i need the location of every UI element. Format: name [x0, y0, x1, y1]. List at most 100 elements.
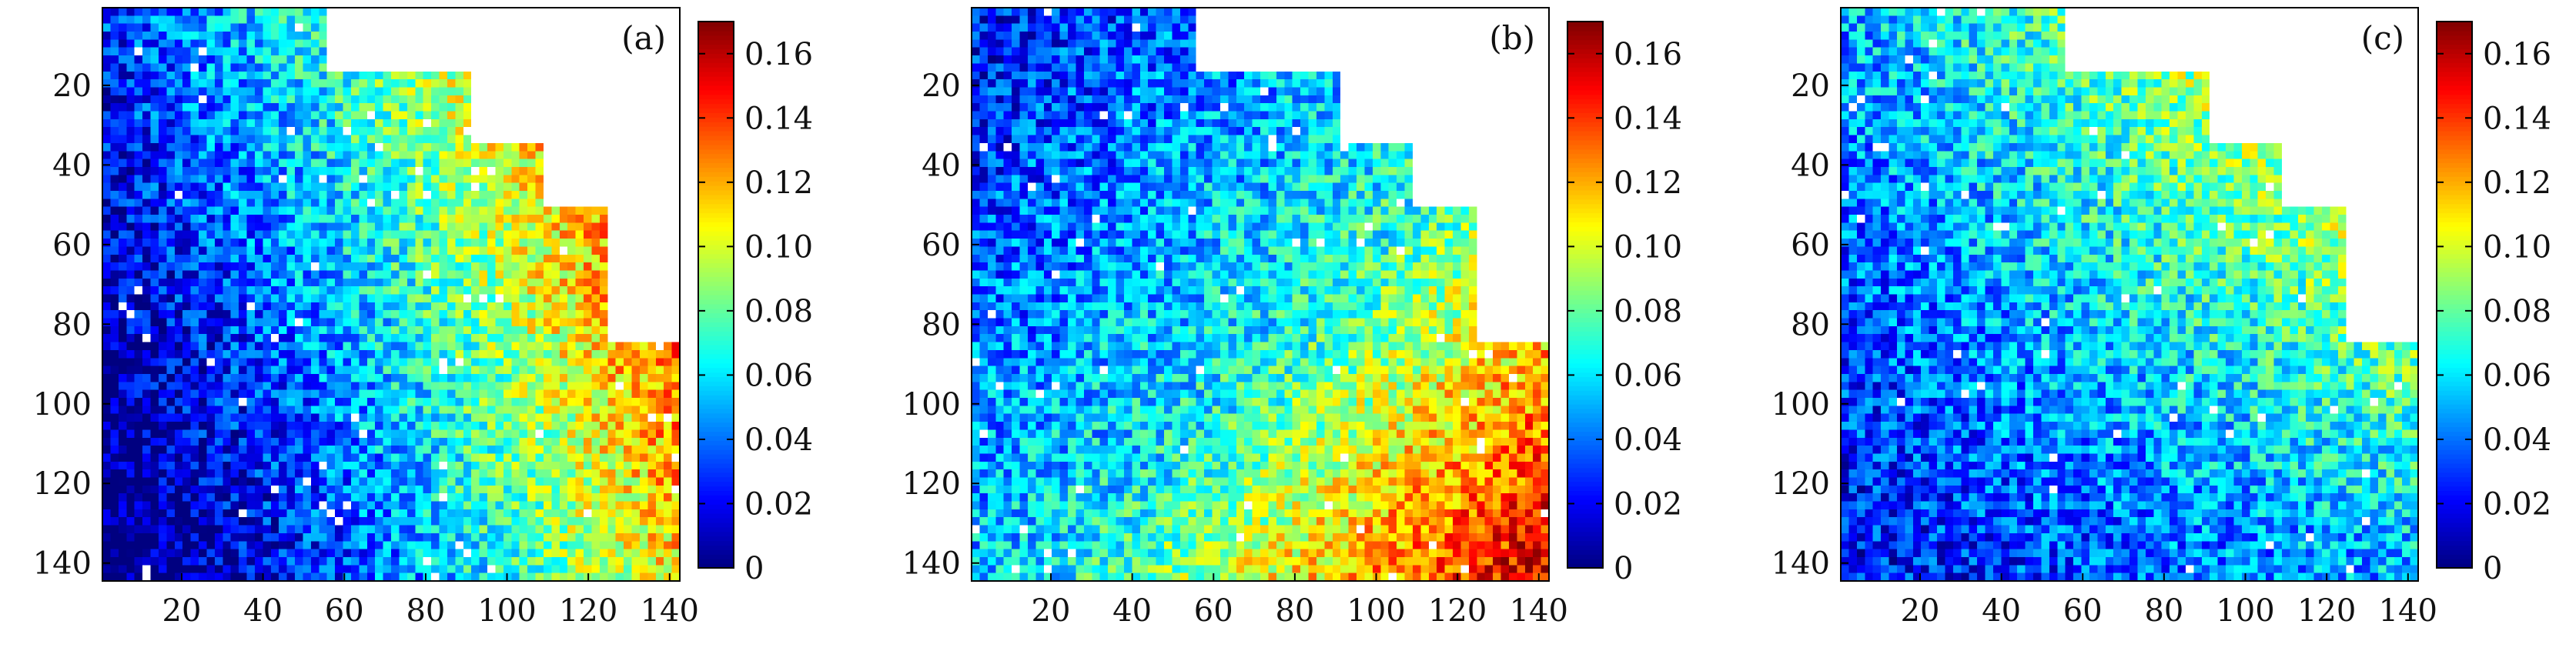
colorbar-segment: [1567, 144, 1603, 150]
colorbar-segment: [2437, 417, 2472, 423]
colorbar-segment: [2437, 472, 2472, 478]
colorbar: 0 0.02 0.04 0.06 0.08 0.10 0.12 0.14 0.16: [698, 21, 813, 586]
colorbar-segment: [2437, 340, 2472, 346]
y-tick-label: 60: [1791, 228, 1830, 263]
colorbar-segment: [1567, 386, 1603, 391]
colorbar-segment: [698, 399, 734, 405]
colorbar-segment: [2437, 449, 2472, 455]
colorbar-segment: [1567, 203, 1603, 209]
colorbar-segment: [2437, 153, 2472, 159]
y-tick-label: 20: [922, 68, 961, 104]
colorbar-segment: [1567, 481, 1603, 487]
colorbar-segment: [2437, 495, 2472, 500]
x-tick-label: 20: [162, 593, 202, 629]
colorbar-segment: [2437, 490, 2472, 496]
colorbar-tick-label: 0: [744, 551, 764, 586]
colorbar-segment: [2437, 231, 2472, 236]
colorbar-segment: [2437, 112, 2472, 118]
colorbar-segment: [698, 135, 734, 141]
colorbar-segment: [2437, 194, 2472, 200]
colorbar-segment: [1567, 362, 1603, 369]
colorbar-segment: [698, 372, 734, 378]
colorbar-segment: [1567, 426, 1603, 432]
colorbar-segment: [1567, 48, 1603, 55]
colorbar-segment: [2437, 212, 2472, 219]
colorbar-segment: [2437, 80, 2472, 86]
colorbar-segment: [698, 331, 734, 336]
colorbar-tick-label: 0.02: [2483, 486, 2551, 522]
y-tick-label: 140: [33, 546, 92, 582]
colorbar-segment: [2437, 172, 2472, 177]
colorbar-segment: [2437, 281, 2472, 286]
colorbar-segment: [698, 253, 734, 259]
colorbar-segment: [698, 454, 734, 459]
colorbar-segment: [1567, 358, 1603, 364]
colorbar-tick-label: 0.12: [2483, 165, 2551, 201]
colorbar-segment: [1567, 139, 1603, 145]
colorbar-segment: [1567, 44, 1603, 50]
colorbar-segment: [2437, 322, 2472, 328]
colorbar-segment: [1567, 185, 1603, 191]
colorbar-segment: [698, 153, 734, 159]
y-tick-label: 40: [922, 148, 961, 183]
colorbar-segment: [698, 53, 734, 58]
colorbar-segment: [2437, 372, 2472, 378]
colorbar-segment: [2437, 39, 2472, 45]
colorbar-segment: [698, 381, 734, 386]
y-tick-label: 120: [33, 466, 92, 502]
colorbar-segment: [698, 504, 734, 509]
colorbar-segment: [2437, 262, 2472, 269]
colorbar-segment: [2437, 399, 2472, 405]
colorbar-segment: [2437, 181, 2472, 186]
colorbar-segment: [2437, 395, 2472, 400]
colorbar-segment: [698, 208, 734, 214]
colorbar-segment: [2437, 108, 2472, 113]
colorbar-segment: [2437, 122, 2472, 127]
colorbar-segment: [1567, 563, 1603, 569]
colorbar-segment: [1567, 486, 1603, 492]
colorbar-segment: [2437, 217, 2472, 222]
colorbar-segment: [698, 472, 734, 478]
colorbar-segment: [698, 131, 734, 136]
y-tick-label: 100: [1771, 387, 1830, 422]
colorbar-segment: [698, 285, 734, 291]
colorbar-segment: [2437, 486, 2472, 492]
colorbar-segment: [698, 30, 734, 36]
colorbar-segment: [2437, 412, 2472, 419]
colorbar-segment: [2437, 345, 2472, 350]
colorbar-segment: [698, 540, 734, 546]
heatmap-image: [1841, 8, 2418, 581]
colorbar-segment: [1567, 299, 1603, 305]
x-tick-label: 120: [1428, 593, 1487, 629]
colorbar-segment: [698, 513, 734, 519]
colorbar-segment: [698, 44, 734, 50]
colorbar-segment: [2437, 199, 2472, 205]
colorbar-segment: [2437, 531, 2472, 537]
colorbar-segment: [698, 481, 734, 487]
colorbar-segment: [698, 122, 734, 127]
x-tick-label: 100: [2216, 593, 2274, 629]
colorbar-segment: [698, 48, 734, 55]
colorbar-segment: [2437, 139, 2472, 145]
colorbar-segment: [1567, 317, 1603, 323]
colorbar-segment: [698, 367, 734, 373]
colorbar-tick-label: 0.04: [1614, 422, 1682, 458]
x-tick-label: 60: [2063, 593, 2103, 629]
y-tick-label: 140: [902, 546, 961, 582]
colorbar-segment: [2437, 303, 2472, 309]
colorbar-segment: [1567, 235, 1603, 241]
colorbar-segment: [698, 358, 734, 364]
colorbar-segment: [698, 336, 734, 341]
colorbar-segment: [1567, 172, 1603, 177]
colorbar-segment: [2437, 299, 2472, 305]
colorbar-segment: [698, 235, 734, 241]
colorbar-segment: [2437, 476, 2472, 482]
x-tick-label: 100: [1347, 593, 1405, 629]
colorbar-segment: [698, 244, 734, 250]
colorbar-segment: [1567, 390, 1603, 396]
colorbar-segment: [2437, 76, 2472, 82]
colorbar-segment: [2437, 208, 2472, 214]
colorbar-segment: [2437, 85, 2472, 91]
colorbar-tick-label: 0.12: [744, 165, 813, 201]
